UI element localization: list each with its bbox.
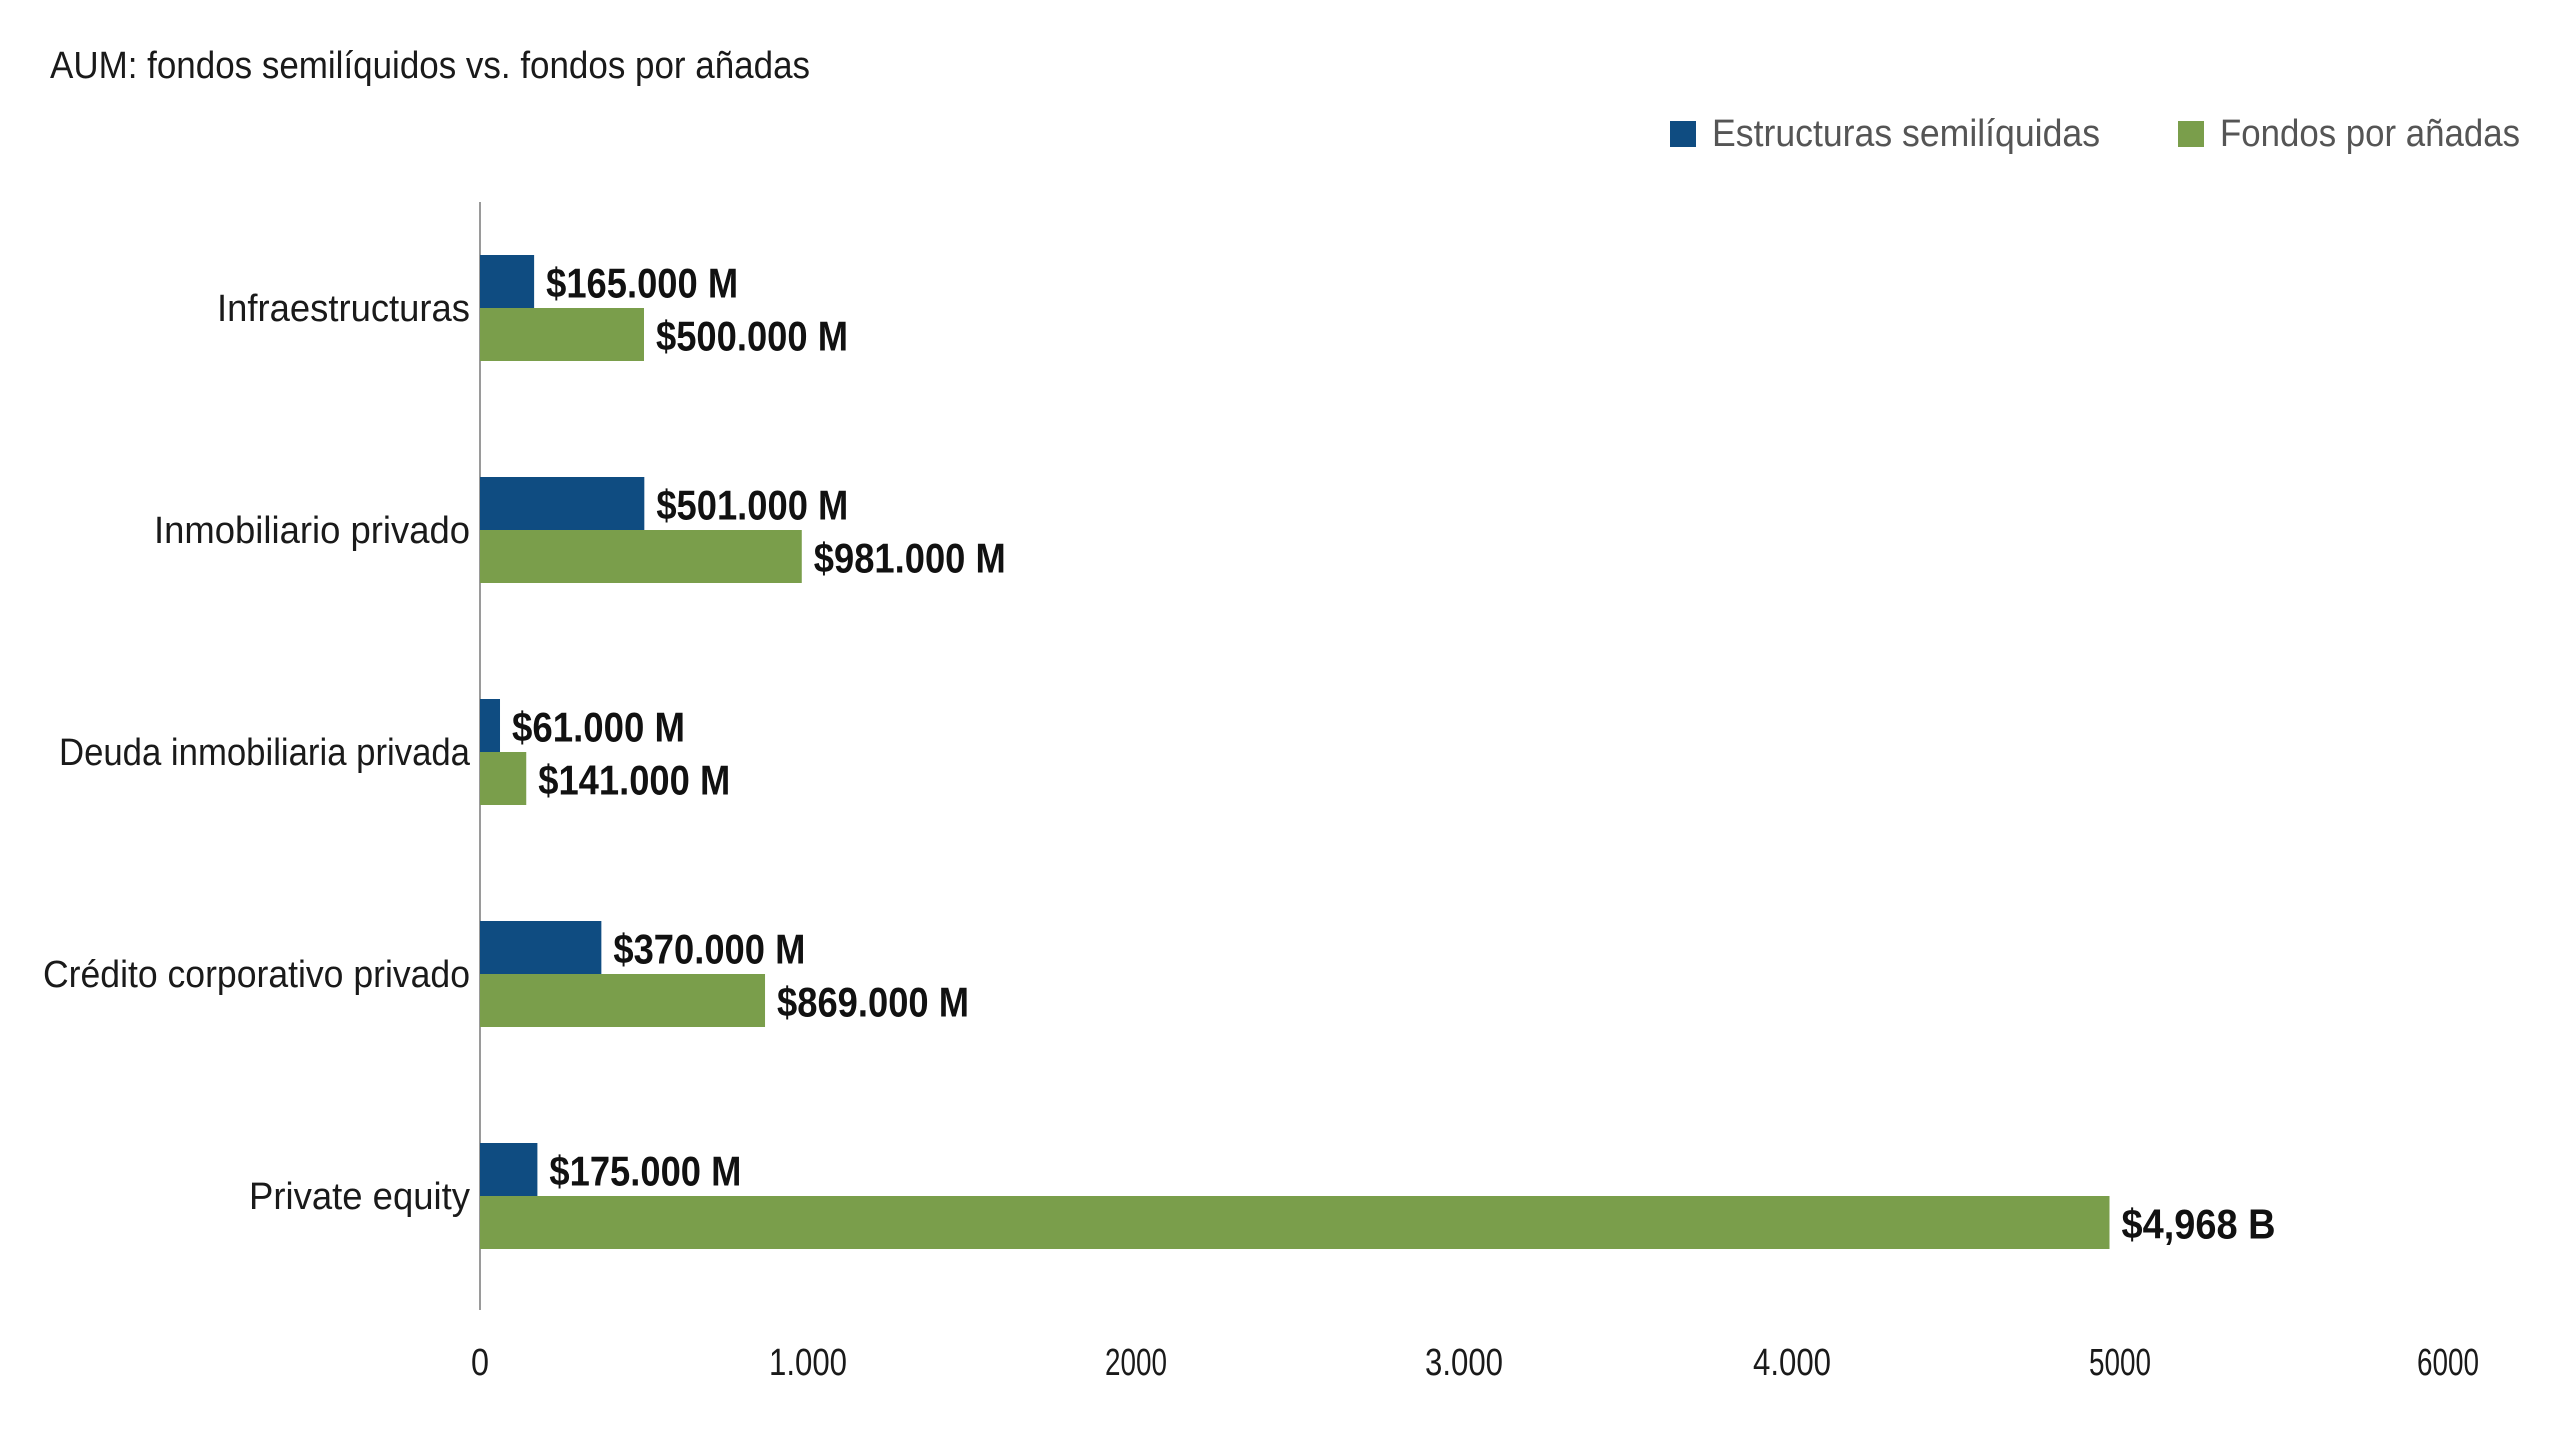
- x-tick-label-0: 0: [471, 1342, 489, 1384]
- x-tick-label-4: 4.000: [1753, 1342, 1831, 1384]
- chart-title: AUM: fondos semilíquidos vs. fondos por …: [50, 45, 810, 87]
- bar-fondos-por-anadas-private-equity: [480, 1196, 2110, 1249]
- data-label-estructuras-semiliquidas-credito-corporativo-privado: $370.000 M: [613, 926, 805, 973]
- bar-estructuras-semiliquidas-private-equity: [480, 1143, 538, 1196]
- legend-label-semiliquid: Estructuras semilíquidas: [1712, 113, 2100, 155]
- category-label-private-equity: Private equity: [249, 1176, 470, 1218]
- data-label-estructuras-semiliquidas-infraestructuras: $165.000 M: [546, 260, 738, 307]
- plot-area: $165.000 M $500.000 M $501.000 M $981.000 M…: [480, 255, 2276, 1249]
- bar-fondos-por-anadas-inmobiliario-privado: [480, 530, 802, 583]
- bar-fondos-por-anadas-deuda-inmobiliaria-privada: [480, 752, 527, 805]
- bar-fondos-por-anadas-infraestructuras: [480, 308, 644, 361]
- data-label-fondos-por-anadas-deuda-inmobiliaria-privada: $141.000 M: [538, 757, 730, 804]
- legend: Estructuras semilíquidas Fondos por añad…: [1670, 113, 2520, 155]
- category-label-credito-corporativo-privado: Crédito corporativo privado: [43, 954, 470, 996]
- legend-swatch-semiliquid: [1670, 121, 1696, 147]
- x-tick-label-6: 6000: [2417, 1342, 2479, 1384]
- x-tick-label-2: 2000: [1105, 1342, 1167, 1384]
- data-label-fondos-por-anadas-inmobiliario-privado: $981.000 M: [814, 535, 1006, 582]
- data-label-fondos-por-anadas-credito-corporativo-privado: $869.000 M: [777, 979, 969, 1026]
- legend-label-vintage: Fondos por añadas: [2220, 113, 2520, 155]
- bar-estructuras-semiliquidas-credito-corporativo-privado: [480, 921, 602, 974]
- category-label-deuda-inmobiliaria-privada: Deuda inmobiliaria privada: [59, 732, 471, 774]
- x-tick-label-5: 5000: [2089, 1342, 2151, 1384]
- y-axis-categories: Infraestructuras Inmobiliario privado Deud…: [43, 288, 471, 1218]
- legend-swatch-vintage: [2178, 121, 2204, 147]
- category-label-inmobiliario-privado: Inmobiliario privado: [154, 510, 470, 552]
- data-label-fondos-por-anadas-infraestructuras: $500.000 M: [656, 313, 848, 360]
- bar-estructuras-semiliquidas-deuda-inmobiliaria-privada: [480, 699, 501, 752]
- bar-estructuras-semiliquidas-infraestructuras: [480, 255, 535, 308]
- x-tick-label-3: 3.000: [1425, 1342, 1503, 1384]
- data-label-estructuras-semiliquidas-deuda-inmobiliaria-privada: $61.000 M: [512, 704, 685, 751]
- bar-fondos-por-anadas-credito-corporativo-privado: [480, 974, 766, 1027]
- data-label-estructuras-semiliquidas-private-equity: $175.000 M: [549, 1148, 741, 1195]
- data-label-estructuras-semiliquidas-inmobiliario-privado: $501.000 M: [656, 482, 848, 529]
- x-tick-label-1: 1.000: [769, 1342, 847, 1384]
- x-axis-ticks: 0 1.000 2000 3.000 4.000 5000 6000: [471, 1342, 2479, 1384]
- bar-estructuras-semiliquidas-inmobiliario-privado: [480, 477, 645, 530]
- category-label-infraestructuras: Infraestructuras: [217, 288, 470, 330]
- data-label-fondos-por-anadas-private-equity: $4,968 B: [2122, 1201, 2276, 1248]
